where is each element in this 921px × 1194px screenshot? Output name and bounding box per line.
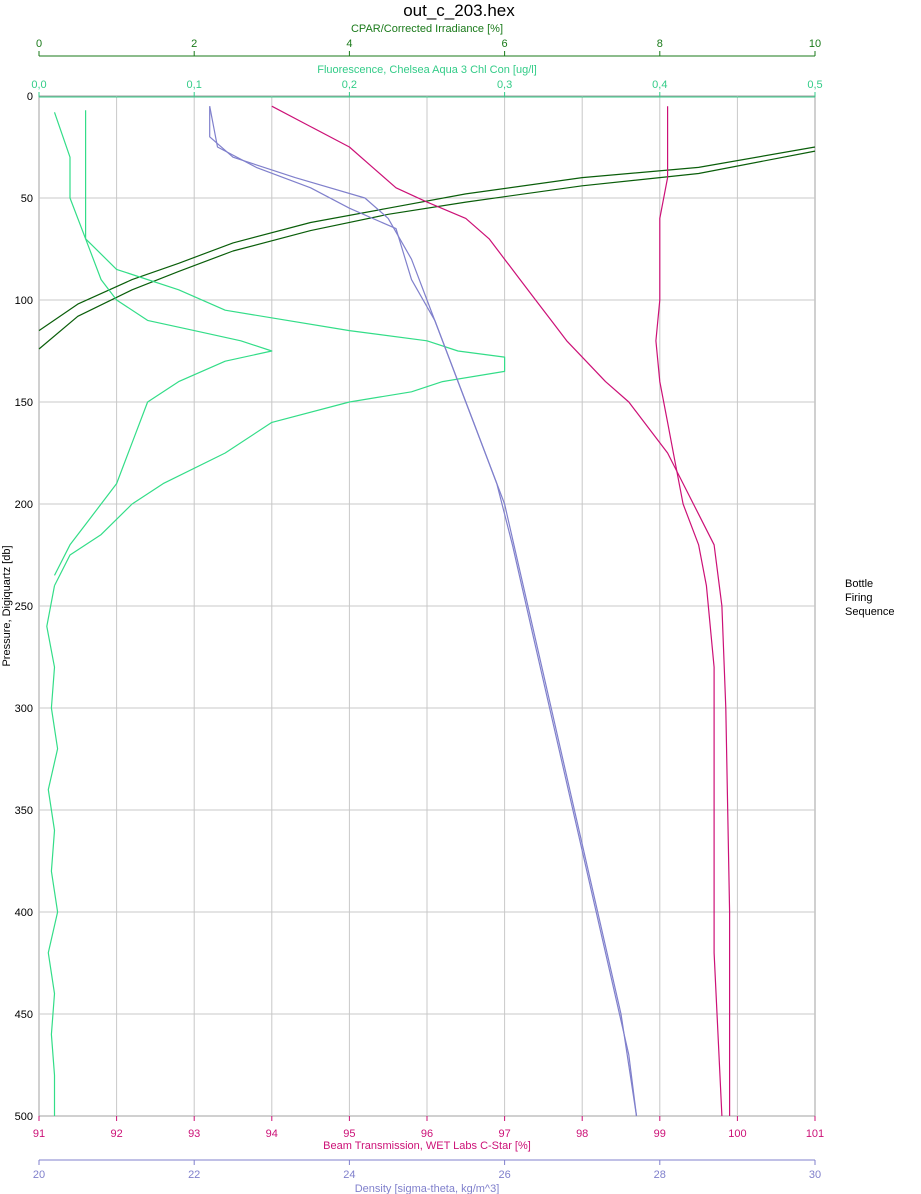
top-axis-tick-label: 0 [36,38,42,50]
top-axis-tick-label: 10 [809,38,821,50]
y-tick-label: 200 [15,499,33,511]
top-axis-tick-label: 4 [346,38,352,50]
series-line-fluorescence [46,585,59,1116]
y-tick-label: 450 [15,1009,33,1021]
grid [38,95,816,1117]
top-axis-label: Fluorescence, Chelsea Aqua 3 Chl Con [ug… [317,64,537,76]
top-axis-tick-label: 0,0 [31,79,46,91]
legend-text: Sequence [845,606,895,618]
top-axis-tick-label: 8 [657,38,663,50]
bottom-axis-tick-label: 95 [343,1128,355,1140]
bottom-axis-tick-label: 100 [728,1128,746,1140]
chart-title: out_c_203.hex [403,1,515,20]
y-tick-label: 100 [15,295,33,307]
bottom-axis-tick-label: 28 [654,1169,666,1181]
series-line-fluorescence [53,110,273,576]
top-axis-tick-label: 0,3 [497,79,512,91]
top-axis-tick-label: 2 [191,38,197,50]
top-axis-label: CPAR/Corrected Irradiance [%] [351,23,503,35]
axes: 050100150200250300350400450500Pressure, … [1,23,824,1194]
bottom-axis-tick-label: 22 [188,1169,200,1181]
y-tick-label: 350 [15,805,33,817]
bottom-axis-tick-label: 97 [498,1128,510,1140]
y-tick-label: 300 [15,703,33,715]
legend-text: Bottle [845,578,873,590]
series-line-cpar [38,146,816,332]
bottom-axis-tick-label: 26 [498,1169,510,1181]
bottom-axis-tick-label: 93 [188,1128,200,1140]
top-axis-tick-label: 6 [502,38,508,50]
top-axis-tick-label: 0,1 [187,79,202,91]
y-tick-label: 150 [15,397,33,409]
bottom-axis-tick-label: 101 [806,1128,824,1140]
bottom-axis-tick-label: 98 [576,1128,588,1140]
y-tick-label: 500 [15,1111,33,1123]
top-axis-tick-label: 0,5 [807,79,822,91]
y-tick-label: 250 [15,601,33,613]
y-tick-label: 0 [27,91,33,103]
series-line-beam-transmission [271,105,731,1116]
series-line-cpar [38,150,816,350]
series-group [38,105,816,1117]
y-tick-label: 400 [15,907,33,919]
bottom-axis-tick-label: 91 [33,1128,45,1140]
series-line-beam-transmission [655,106,723,1117]
top-axis-tick-label: 0,2 [342,79,357,91]
bottom-axis-tick-label: 96 [421,1128,433,1140]
bottom-axis-tick-label: 94 [266,1128,278,1140]
bottom-axis-label: Beam Transmission, WET Labs C-Star [%] [323,1140,531,1152]
y-tick-label: 50 [21,193,33,205]
series-line-density [209,106,638,1117]
top-axis-tick-label: 0,4 [652,79,667,91]
legend-text: Firing [845,592,873,604]
series-line-density [209,106,638,1117]
bottom-axis-label: Density [sigma-theta, kg/m^3] [355,1183,500,1194]
y-axis-label: Pressure, Digiquartz [db] [1,545,13,666]
legend: Bottle Firing Sequence [845,578,895,618]
bottom-axis-tick-label: 99 [654,1128,666,1140]
bottom-axis-tick-label: 92 [110,1128,122,1140]
bottom-axis-tick-label: 30 [809,1169,821,1181]
series-line-fluorescence [53,112,506,586]
bottom-axis-tick-label: 24 [343,1169,355,1181]
bottom-axis-tick-label: 20 [33,1169,45,1181]
